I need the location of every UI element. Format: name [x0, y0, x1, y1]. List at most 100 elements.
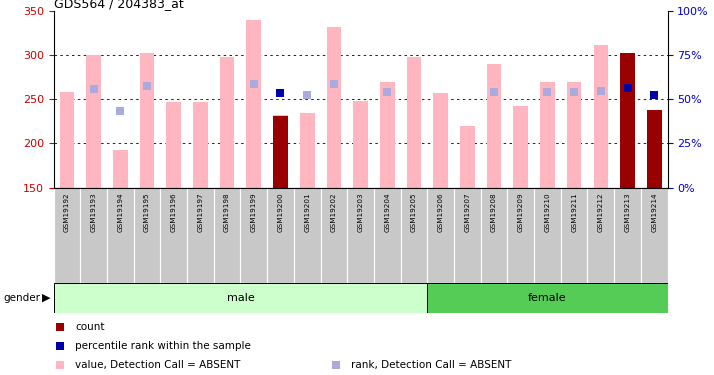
Point [622, 85, 633, 91]
Bar [620, 53, 635, 188]
Bar [647, 111, 662, 188]
Text: female: female [528, 293, 567, 303]
Bar [588, 188, 614, 283]
Point [488, 89, 500, 95]
Bar [487, 64, 501, 188]
Bar [614, 188, 641, 283]
Text: GSM19202: GSM19202 [331, 192, 337, 232]
Bar [220, 57, 234, 188]
Point [275, 90, 286, 96]
Text: GSM19200: GSM19200 [278, 192, 283, 232]
Bar [246, 20, 261, 188]
Text: percentile rank within the sample: percentile rank within the sample [75, 341, 251, 351]
Bar [241, 188, 267, 283]
Bar [134, 188, 161, 283]
Text: GSM19197: GSM19197 [197, 192, 203, 232]
Bar [54, 283, 427, 313]
Text: GSM19194: GSM19194 [117, 192, 124, 232]
Text: GSM19203: GSM19203 [358, 192, 363, 232]
Bar [267, 188, 294, 283]
Point [301, 92, 313, 98]
Point [141, 83, 153, 89]
Bar [380, 82, 395, 188]
Bar [161, 188, 187, 283]
Text: GSM19208: GSM19208 [491, 192, 497, 232]
Bar [300, 114, 315, 188]
Point [622, 85, 633, 91]
Text: GSM19199: GSM19199 [251, 192, 257, 232]
Point [328, 81, 340, 87]
Bar [107, 188, 134, 283]
Point [275, 90, 286, 96]
Text: GSM19212: GSM19212 [598, 192, 604, 232]
Text: GSM19210: GSM19210 [545, 192, 550, 232]
Text: GSM19204: GSM19204 [384, 192, 391, 232]
Bar [401, 188, 427, 283]
Bar [427, 188, 454, 283]
Text: GSM19201: GSM19201 [304, 192, 310, 232]
Bar [273, 115, 288, 188]
Text: gender: gender [4, 293, 41, 303]
Bar [593, 45, 608, 188]
Bar [86, 56, 101, 188]
Text: value, Detection Call = ABSENT: value, Detection Call = ABSENT [75, 360, 241, 369]
Bar [374, 188, 401, 283]
Bar [59, 92, 74, 188]
Text: count: count [75, 322, 104, 332]
Point [568, 89, 580, 95]
Text: GSM19195: GSM19195 [144, 192, 150, 232]
Point [88, 86, 99, 92]
Bar [454, 188, 481, 283]
Bar [427, 283, 668, 313]
Bar [513, 106, 528, 188]
Bar [647, 110, 662, 188]
Point [54, 324, 66, 330]
Point [331, 362, 342, 368]
Bar [187, 188, 213, 283]
Bar [567, 82, 581, 188]
Bar [113, 150, 128, 188]
Text: GSM19211: GSM19211 [571, 192, 577, 232]
Point [648, 92, 660, 98]
Bar [540, 82, 555, 188]
Text: GSM19205: GSM19205 [411, 192, 417, 232]
Bar [213, 188, 241, 283]
Bar [508, 188, 534, 283]
Bar [353, 101, 368, 188]
Bar [560, 188, 588, 283]
Point [542, 89, 553, 95]
Point [114, 108, 126, 114]
Text: GSM19192: GSM19192 [64, 192, 70, 232]
Text: ▶: ▶ [41, 293, 50, 303]
Bar [54, 188, 80, 283]
Point [381, 89, 393, 95]
Text: male: male [226, 293, 254, 303]
Text: GSM19213: GSM19213 [625, 192, 630, 232]
Bar [641, 188, 668, 283]
Point [54, 362, 66, 368]
Bar [273, 116, 288, 188]
Bar [534, 188, 560, 283]
Point [54, 343, 66, 349]
Bar [193, 102, 208, 188]
Bar [481, 188, 508, 283]
Text: GSM19214: GSM19214 [651, 192, 658, 232]
Text: GSM19196: GSM19196 [171, 192, 176, 232]
Bar [433, 93, 448, 188]
Bar [140, 53, 154, 188]
Bar [294, 188, 321, 283]
Text: GSM19198: GSM19198 [224, 192, 230, 232]
Text: rank, Detection Call = ABSENT: rank, Detection Call = ABSENT [351, 360, 512, 369]
Text: GDS564 / 204383_at: GDS564 / 204383_at [54, 0, 183, 10]
Bar [326, 27, 341, 188]
Bar [460, 126, 475, 188]
Bar [620, 53, 635, 188]
Bar [80, 188, 107, 283]
Bar [166, 102, 181, 188]
Text: GSM19206: GSM19206 [438, 192, 443, 232]
Bar [347, 188, 374, 283]
Bar [321, 188, 347, 283]
Text: GSM19193: GSM19193 [91, 192, 96, 232]
Text: GSM19209: GSM19209 [518, 192, 524, 232]
Point [248, 81, 259, 87]
